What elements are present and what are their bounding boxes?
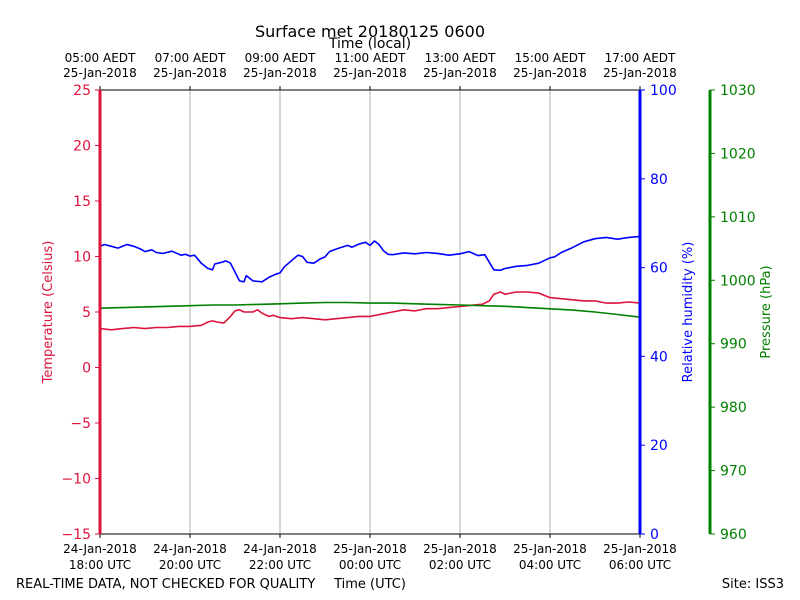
pressure-tick-label: 990 xyxy=(720,337,747,353)
top-tick-label-time: 13:00 AEDT xyxy=(425,51,496,65)
bottom-axis-label: Time (UTC) xyxy=(333,577,406,592)
pressure-tick-label: 980 xyxy=(720,400,747,416)
bottom-tick-label-date: 24-Jan-2018 xyxy=(63,542,137,556)
top-tick-label-date: 25-Jan-2018 xyxy=(153,66,227,80)
temperature-tick-label: 15 xyxy=(73,194,91,210)
bottom-tick-label-time: 20:00 UTC xyxy=(159,558,221,572)
bottom-tick-label-date: 25-Jan-2018 xyxy=(333,542,407,556)
top-tick-label-date: 25-Jan-2018 xyxy=(513,66,587,80)
top-tick-label-time: 11:00 AEDT xyxy=(335,51,406,65)
top-tick-label-date: 25-Jan-2018 xyxy=(63,66,137,80)
humidity-tick-label: 20 xyxy=(650,438,668,454)
pressure-axis-label: Pressure (hPa) xyxy=(759,265,774,358)
bottom-tick-label-time: 22:00 UTC xyxy=(249,558,311,572)
top-tick-label-time: 07:00 AEDT xyxy=(155,51,226,65)
series-line-temperature xyxy=(99,291,641,331)
humidity-tick-label: 60 xyxy=(650,261,668,277)
pressure-tick-label: 1030 xyxy=(720,83,756,99)
temperature-tick-label: −5 xyxy=(70,416,91,432)
humidity-tick-label: 100 xyxy=(650,83,677,99)
grid xyxy=(189,90,551,534)
top-tick-label-date: 25-Jan-2018 xyxy=(243,66,317,80)
temperature-tick-label: −15 xyxy=(61,527,91,543)
pressure-tick-label: 1000 xyxy=(720,273,756,289)
top-tick-label-time: 17:00 AEDT xyxy=(605,51,676,65)
humidity-tick-label: 0 xyxy=(650,527,659,543)
bottom-tick-label-time: 18:00 UTC xyxy=(69,558,131,572)
bottom-tick-label-date: 25-Jan-2018 xyxy=(423,542,497,556)
site-label: Site: ISS3 xyxy=(722,577,784,592)
bottom-tick-label-time: 00:00 UTC xyxy=(339,558,401,572)
series-line-humidity xyxy=(99,235,641,283)
chart-title: Surface met 20180125 0600 xyxy=(255,22,485,41)
temperature-tick-label: 25 xyxy=(73,83,91,99)
pressure-tick-label: 960 xyxy=(720,527,747,543)
bottom-tick-label-time: 04:00 UTC xyxy=(519,558,581,572)
temperature-tick-label: 0 xyxy=(82,361,91,377)
top-axis-label: Time (local) xyxy=(328,36,411,52)
pressure-tick-label: 1010 xyxy=(720,210,756,226)
series-layer xyxy=(99,235,641,331)
temperature-tick-label: 20 xyxy=(73,139,91,155)
bottom-tick-label-date: 24-Jan-2018 xyxy=(243,542,317,556)
pressure-tick-label: 970 xyxy=(720,464,747,480)
top-tick-label-time: 15:00 AEDT xyxy=(515,51,586,65)
humidity-axis-label: Relative humidity (%) xyxy=(681,242,696,383)
humidity-tick-label: 40 xyxy=(650,349,668,365)
bottom-tick-label-date: 25-Jan-2018 xyxy=(603,542,677,556)
temperature-tick-label: 5 xyxy=(82,305,91,321)
bottom-tick-label-date: 25-Jan-2018 xyxy=(513,542,587,556)
pressure-tick-label: 1020 xyxy=(720,146,756,162)
bottom-tick-label-time: 06:00 UTC xyxy=(609,558,671,572)
series-line-pressure xyxy=(99,301,641,318)
humidity-tick-label: 80 xyxy=(650,172,668,188)
temperature-tick-label: −10 xyxy=(61,472,91,488)
top-tick-label-date: 25-Jan-2018 xyxy=(333,66,407,80)
quality-note: REAL-TIME DATA, NOT CHECKED FOR QUALITY xyxy=(16,577,315,592)
bottom-tick-label-time: 02:00 UTC xyxy=(429,558,491,572)
top-tick-label-date: 25-Jan-2018 xyxy=(603,66,677,80)
top-tick-label-date: 25-Jan-2018 xyxy=(423,66,497,80)
top-tick-label-time: 05:00 AEDT xyxy=(65,51,136,65)
bottom-tick-label-date: 24-Jan-2018 xyxy=(153,542,227,556)
top-tick-label-time: 09:00 AEDT xyxy=(245,51,316,65)
temperature-tick-label: 10 xyxy=(73,250,91,266)
temperature-axis-label: Temperature (Celsius) xyxy=(41,241,56,385)
